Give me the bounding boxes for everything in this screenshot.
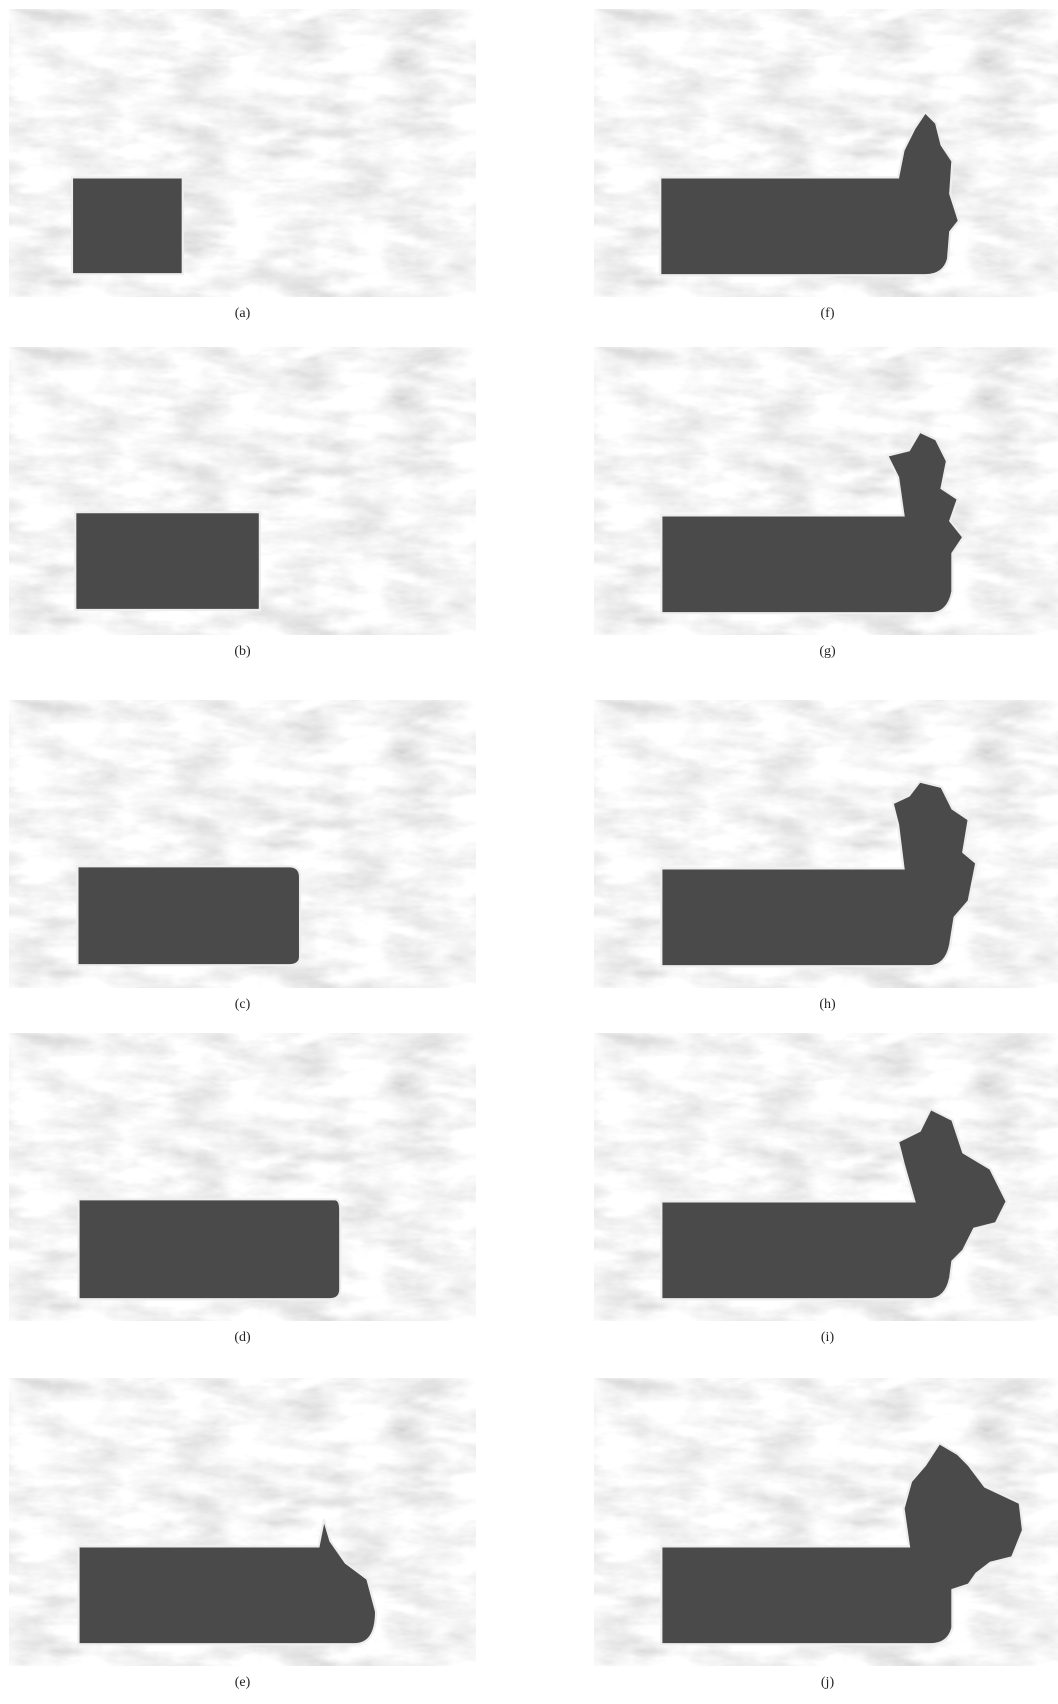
micrograph bbox=[9, 347, 476, 635]
image bbox=[9, 1378, 476, 1666]
panel-label: (d) bbox=[9, 1330, 476, 1346]
micrograph bbox=[9, 700, 476, 988]
image bbox=[9, 1033, 476, 1321]
micrograph bbox=[9, 9, 476, 297]
dark-region bbox=[77, 866, 300, 965]
dark-region bbox=[79, 1199, 341, 1299]
image bbox=[594, 1378, 1058, 1666]
panel-label: (a) bbox=[9, 306, 476, 322]
panel-label: (g) bbox=[594, 644, 1058, 660]
dark-region bbox=[72, 177, 183, 274]
micrograph bbox=[9, 1378, 476, 1666]
image bbox=[594, 700, 1058, 988]
image bbox=[9, 700, 476, 988]
image bbox=[594, 9, 1058, 297]
image bbox=[594, 347, 1058, 635]
panel-label: (b) bbox=[9, 644, 476, 660]
micrograph bbox=[594, 700, 1058, 988]
micrograph bbox=[9, 1033, 476, 1321]
page: (a)(b)(c)(d)(e)(f)(g)(h)(i)(j) (() => { … bbox=[0, 0, 1058, 1704]
micrograph bbox=[594, 347, 1058, 635]
micrograph bbox=[594, 1378, 1058, 1666]
panel-label: (h) bbox=[594, 997, 1058, 1013]
panel-label: (i) bbox=[594, 1330, 1058, 1346]
image bbox=[9, 9, 476, 297]
micrograph bbox=[594, 1033, 1058, 1321]
panel-label: (f) bbox=[594, 306, 1058, 322]
panel-label: (e) bbox=[9, 1675, 476, 1691]
panel-label: (c) bbox=[9, 997, 476, 1013]
dark-region bbox=[75, 512, 260, 610]
image bbox=[594, 1033, 1058, 1321]
micrograph bbox=[594, 9, 1058, 297]
image bbox=[9, 347, 476, 635]
panel-label: (j) bbox=[594, 1675, 1058, 1691]
